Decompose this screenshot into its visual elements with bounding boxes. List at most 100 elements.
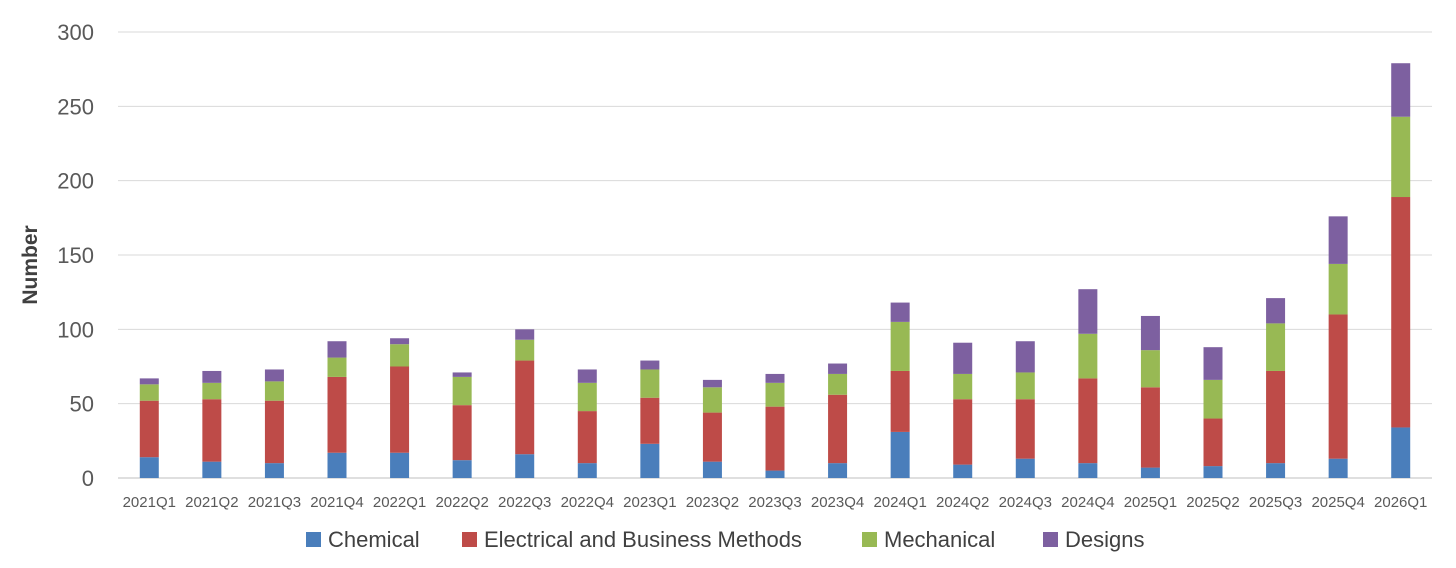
bar-electrical-and-business-methods-2021Q4: [327, 376, 347, 453]
x-tick-label: 2026Q1: [1374, 494, 1427, 511]
bar-mechanical-2022Q1: [390, 344, 410, 367]
x-tick-label: 2025Q3: [1249, 494, 1302, 511]
bar-electrical-and-business-methods-2022Q1: [390, 366, 410, 453]
x-tick-label: 2022Q4: [561, 494, 614, 511]
bar-designs-2026Q1: [1391, 63, 1411, 117]
bar-designs-2023Q2: [702, 379, 722, 388]
bar-chemical-2024Q3: [1015, 458, 1035, 478]
bar-mechanical-2022Q3: [515, 339, 535, 361]
x-tick-label: 2023Q3: [748, 494, 801, 511]
bar-electrical-and-business-methods-2025Q1: [1140, 387, 1160, 468]
legend-label: Electrical and Business Methods: [484, 527, 802, 552]
bar-mechanical-2025Q4: [1328, 263, 1348, 315]
legend-item: Mechanical: [862, 527, 995, 552]
x-tick-label: 2025Q1: [1124, 494, 1177, 511]
bar-mechanical-2022Q4: [577, 382, 597, 412]
x-tick-label: 2021Q2: [185, 494, 238, 511]
bar-electrical-and-business-methods-2026Q1: [1391, 197, 1411, 428]
bar-electrical-and-business-methods-2022Q4: [577, 411, 597, 464]
x-tick-label: 2021Q1: [123, 494, 176, 511]
bar-designs-2021Q1: [139, 378, 159, 385]
bars: [139, 63, 1411, 478]
x-tick-label: 2021Q3: [248, 494, 301, 511]
x-tick-label: 2023Q4: [811, 494, 864, 511]
bar-electrical-and-business-methods-2023Q4: [828, 394, 848, 464]
x-tick-label: 2023Q1: [623, 494, 676, 511]
x-tick-label: 2023Q2: [686, 494, 739, 511]
bar-designs-2021Q4: [327, 341, 347, 358]
bar-electrical-and-business-methods-2022Q2: [452, 405, 472, 461]
bar-mechanical-2021Q4: [327, 357, 347, 377]
x-tick-label: 2025Q4: [1311, 494, 1364, 511]
legend-swatch: [862, 532, 877, 547]
legend-swatch: [1043, 532, 1058, 547]
bar-mechanical-2025Q2: [1203, 379, 1223, 419]
bar-chemical-2023Q4: [828, 463, 848, 478]
legend-item: Designs: [1043, 527, 1144, 552]
x-tick-label: 2022Q1: [373, 494, 426, 511]
bar-electrical-and-business-methods-2024Q4: [1078, 378, 1098, 464]
legend: Chemical Electrical and Business Methods M…: [306, 527, 1144, 552]
x-tick-label: 2024Q3: [999, 494, 1052, 511]
bar-electrical-and-business-methods-2025Q4: [1328, 314, 1348, 459]
legend-item: Electrical and Business Methods: [462, 527, 802, 552]
bar-mechanical-2024Q1: [890, 321, 910, 371]
x-tick-label: 2024Q2: [936, 494, 989, 511]
bar-mechanical-2023Q1: [640, 369, 660, 398]
bar-mechanical-2024Q4: [1078, 333, 1098, 379]
bar-designs-2023Q1: [640, 360, 660, 370]
bar-electrical-and-business-methods-2023Q2: [702, 412, 722, 462]
bar-designs-2022Q2: [452, 372, 472, 377]
bar-mechanical-2023Q4: [828, 373, 848, 395]
y-tick-label: 0: [82, 466, 94, 491]
bar-electrical-and-business-methods-2021Q3: [264, 400, 284, 464]
bar-chemical-2024Q1: [890, 431, 910, 478]
bar-chemical-2023Q2: [702, 461, 722, 478]
bar-designs-2025Q3: [1266, 298, 1286, 324]
bar-chemical-2025Q1: [1140, 467, 1160, 478]
bar-designs-2025Q4: [1328, 216, 1348, 264]
bar-chemical-2023Q3: [765, 470, 785, 478]
bar-designs-2022Q4: [577, 369, 597, 383]
bar-chemical-2023Q1: [640, 443, 660, 478]
y-tick-label: 150: [57, 243, 94, 268]
bar-electrical-and-business-methods-2022Q3: [515, 360, 535, 455]
bar-mechanical-2026Q1: [1391, 116, 1411, 198]
y-axis-label: Number: [19, 225, 42, 304]
bar-mechanical-2024Q3: [1015, 372, 1035, 400]
x-tick-label: 2024Q1: [873, 494, 926, 511]
legend-item: Chemical: [306, 527, 420, 552]
bar-mechanical-2023Q2: [702, 387, 722, 413]
bar-mechanical-2021Q2: [202, 382, 222, 400]
bar-chemical-2025Q4: [1328, 458, 1348, 478]
bar-designs-2025Q2: [1203, 347, 1223, 380]
bar-chemical-2022Q1: [390, 452, 410, 478]
legend-label: Mechanical: [884, 527, 995, 552]
bar-designs-2024Q4: [1078, 289, 1098, 334]
y-tick-label: 250: [57, 94, 94, 119]
bar-designs-2023Q3: [765, 373, 785, 383]
legend-swatch: [306, 532, 321, 547]
x-tick-label: 2021Q4: [310, 494, 363, 511]
bar-mechanical-2022Q2: [452, 376, 472, 406]
x-tick-label: 2022Q2: [435, 494, 488, 511]
bar-chemical-2022Q2: [452, 460, 472, 478]
y-tick-label: 300: [57, 20, 94, 45]
bar-designs-2021Q2: [202, 370, 222, 383]
bar-designs-2022Q3: [515, 329, 535, 340]
bar-designs-2021Q3: [264, 369, 284, 382]
bar-electrical-and-business-methods-2023Q3: [765, 406, 785, 471]
y-tick-label: 100: [57, 317, 94, 342]
bar-chemical-2026Q1: [1391, 427, 1411, 478]
legend-label: Chemical: [328, 527, 420, 552]
bar-chemical-2022Q4: [577, 463, 597, 478]
bar-electrical-and-business-methods-2025Q2: [1203, 418, 1223, 467]
bar-designs-2024Q3: [1015, 341, 1035, 373]
bar-chemical-2025Q3: [1266, 463, 1286, 478]
y-tick-label: 200: [57, 169, 94, 194]
bar-electrical-and-business-methods-2023Q1: [640, 397, 660, 444]
y-tick-label: 50: [70, 392, 94, 417]
bar-mechanical-2021Q1: [139, 384, 159, 401]
legend-label: Designs: [1065, 527, 1144, 552]
